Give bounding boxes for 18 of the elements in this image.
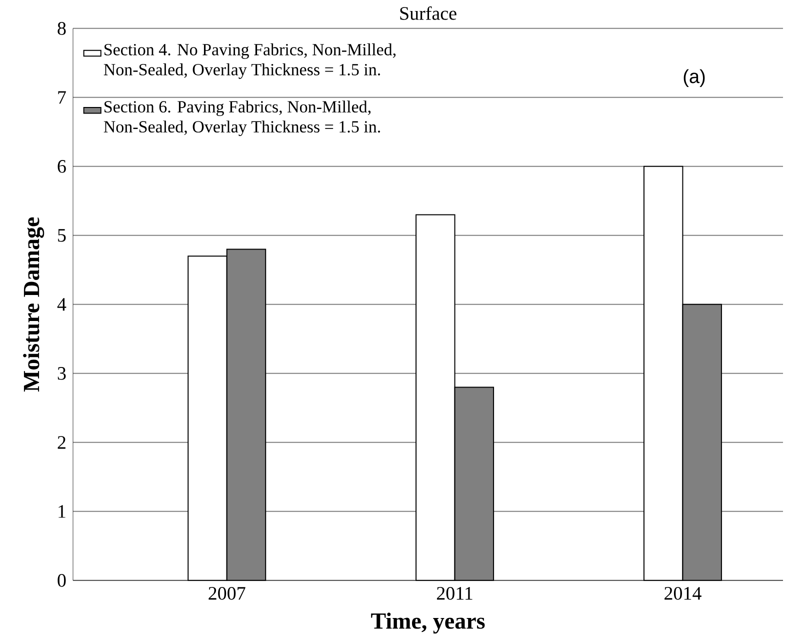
y-tick-label: 8 (58, 22, 66, 35)
chart-title: Surface (400, 6, 456, 20)
y-tick-label: 1 (58, 504, 66, 518)
y-tick-label: 6 (58, 160, 66, 173)
x-tick-label: 2011 (436, 586, 472, 600)
x-tick-label: 2014 (664, 586, 702, 600)
x-tick-label: 2007 (208, 586, 246, 600)
y-tick-label: 3 (58, 366, 66, 380)
y-axis-title: Moisture Damage (23, 217, 44, 392)
y-tick-label: 5 (58, 228, 66, 242)
legend-label: Section 4. No Paving Fabrics, Non-Milled, Non-Sealed, Overlay Thickness = 1.5 in. (104, 43, 396, 79)
y-tick-label: 2 (58, 436, 66, 448)
y-tick-label: 4 (57, 298, 66, 310)
annotation: (a) (684, 69, 705, 87)
x-axis-title: Time, years (371, 612, 485, 634)
y-tick-label: 7 (58, 91, 66, 104)
y-tick-label: 0 (58, 574, 66, 587)
legend-label: Section 6. Paving Fabrics, Non-Milled, Non-Sealed, Overlay Thickness = 1.5 in. (104, 100, 380, 136)
